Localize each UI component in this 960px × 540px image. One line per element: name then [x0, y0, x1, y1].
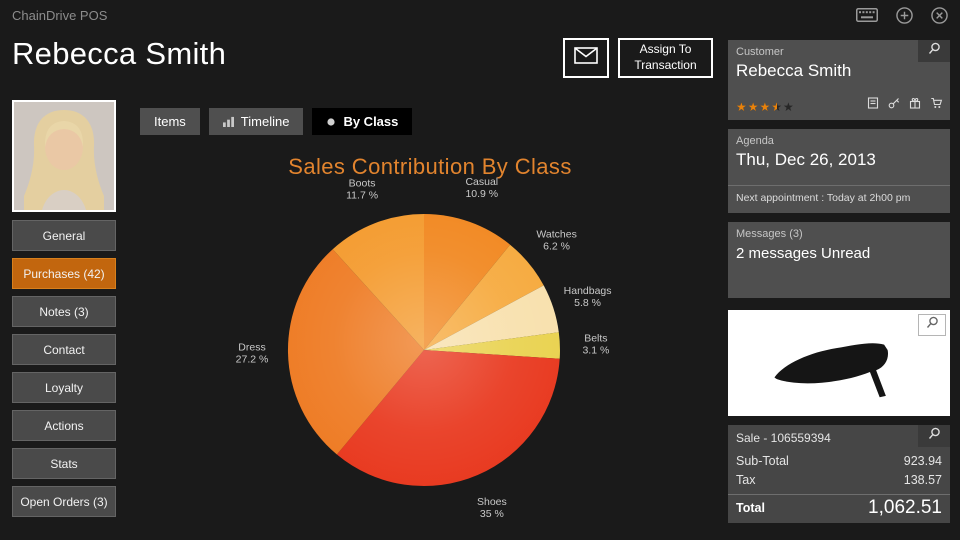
sidebar-item-actions[interactable]: Actions: [12, 410, 116, 441]
divider: [728, 494, 950, 495]
messages-panel-label: Messages (3): [736, 228, 803, 240]
keyboard-icon[interactable]: [856, 8, 878, 22]
sidebar-item-loyalty[interactable]: Loyalty: [12, 372, 116, 403]
close-icon[interactable]: [931, 6, 948, 24]
sale-row-label: Sub-Total: [736, 454, 789, 468]
customer-panel-label: Customer: [736, 46, 784, 58]
unread-messages-text: 2 messages Unread: [736, 245, 871, 262]
sale-total-value: 1,062.51: [868, 497, 942, 518]
star-rating: ★★★★★ ★★★★★: [736, 101, 795, 113]
add-icon[interactable]: [896, 6, 913, 24]
pie-slice-label: Watches 6.2 %: [536, 229, 576, 253]
pie-slice-label: Dress 27.2 %: [236, 342, 269, 366]
envelope-icon: [574, 47, 598, 69]
page-title-customer-name: Rebecca Smith: [12, 36, 227, 71]
key-icon[interactable]: [888, 96, 900, 114]
gift-icon[interactable]: [909, 96, 921, 114]
sidebar-item-purchases[interactable]: Purchases (42): [12, 258, 116, 289]
bar-chart-icon: [222, 116, 234, 127]
tab-items[interactable]: Items: [140, 108, 200, 135]
search-icon: [928, 427, 941, 445]
agenda-panel[interactable]: Agenda Thu, Dec 26, 2013 Next appointmen…: [728, 129, 950, 213]
pie-slice-label: Belts 3.1 %: [582, 332, 609, 356]
content-tabs: Items Timeline By Class: [140, 108, 413, 135]
product-shoe-image: [759, 319, 919, 408]
dot-icon: [326, 117, 336, 127]
sidebar-item-stats[interactable]: Stats: [12, 448, 116, 479]
sidebar-item-open-orders[interactable]: Open Orders (3): [12, 486, 116, 517]
sidebar-item-notes[interactable]: Notes (3): [12, 296, 116, 327]
search-icon: [926, 316, 939, 334]
note-icon[interactable]: [867, 96, 879, 114]
sale-panel: Sale - 106559394 Sub-Total 923.94 Tax 13…: [728, 425, 950, 523]
app-title: ChainDrive POS: [12, 7, 108, 23]
agenda-date: Thu, Dec 26, 2013: [736, 150, 876, 169]
sale-row-value: 923.94: [903, 454, 942, 468]
sale-row: Sub-Total 923.94: [736, 454, 942, 468]
customer-panel[interactable]: Customer Rebecca Smith ★★★★★ ★★★★★: [728, 40, 950, 120]
tab-timeline-label: Timeline: [240, 114, 290, 129]
sale-total-label: Total: [736, 501, 765, 515]
tab-timeline[interactable]: Timeline: [208, 108, 304, 135]
sale-row-label: Tax: [736, 473, 756, 487]
customer-search-button[interactable]: [918, 40, 950, 62]
pie-slice-label: Handbags 5.8 %: [564, 285, 612, 309]
product-image-panel[interactable]: [728, 310, 950, 416]
chart-title: Sales Contribution By Class: [288, 154, 572, 179]
customer-photo: [12, 100, 116, 212]
sidebar-item-contact[interactable]: Contact: [12, 334, 116, 365]
messages-panel[interactable]: Messages (3) 2 messages Unread: [728, 222, 950, 298]
search-icon: [928, 42, 941, 60]
sale-row: Tax 138.57: [736, 473, 942, 487]
agenda-panel-label: Agenda: [736, 135, 774, 147]
avatar: [14, 102, 114, 210]
pie-slice-label: Shoes 35 %: [477, 496, 507, 520]
right-sidebar: Customer Rebecca Smith ★★★★★ ★★★★★: [728, 40, 950, 523]
email-button[interactable]: [563, 38, 609, 78]
sale-search-button[interactable]: [918, 425, 950, 447]
tab-by-class-label: By Class: [343, 114, 399, 129]
tab-items-label: Items: [154, 114, 186, 129]
sidebar-nav: General Purchases (42) Notes (3) Contact…: [12, 220, 116, 524]
divider: [728, 185, 950, 186]
stars-empty: ★★★★★: [736, 100, 795, 114]
cart-icon[interactable]: [930, 96, 943, 114]
customer-name-text: Rebecca Smith: [736, 61, 852, 80]
topbar-icons: [856, 6, 948, 24]
next-appointment-text: Next appointment : Today at 2h00 pm: [736, 192, 911, 204]
sidebar-item-general[interactable]: General: [12, 220, 116, 251]
top-bar: ChainDrive POS: [0, 0, 960, 30]
stars-filled: ★★★★★: [736, 101, 777, 113]
sale-row-value: 138.57: [903, 473, 942, 487]
pie-chart-svg: Casual 10.9 %Watches 6.2 %Handbags 5.8 %Bel…: [236, 176, 612, 520]
tab-by-class[interactable]: By Class: [312, 108, 413, 135]
product-search-button[interactable]: [918, 314, 946, 336]
assign-to-transaction-button[interactable]: Assign To Transaction: [618, 38, 713, 78]
sale-title: Sale - 106559394: [736, 431, 831, 445]
customer-quick-icons: [867, 96, 943, 114]
pie-slice-label: Boots 11.7 %: [346, 178, 378, 202]
